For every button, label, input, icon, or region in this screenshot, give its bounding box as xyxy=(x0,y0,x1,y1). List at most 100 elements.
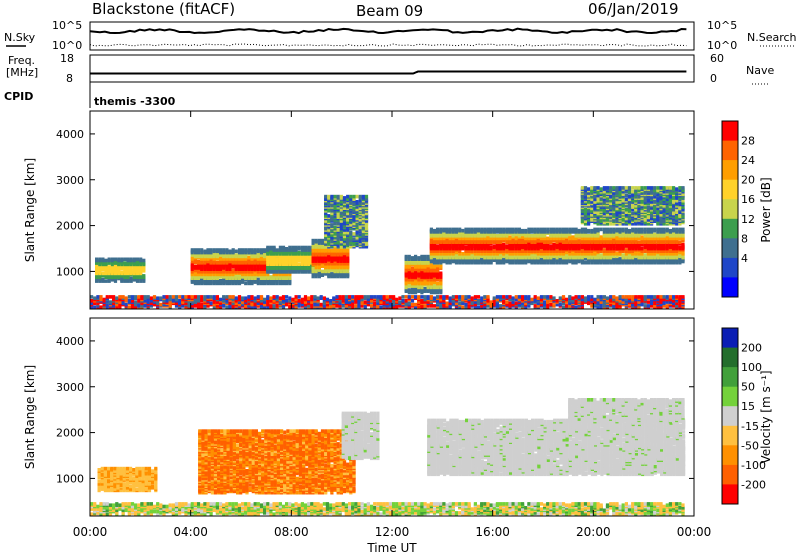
power-cell xyxy=(253,266,257,270)
power-cell xyxy=(426,295,430,299)
power-cell xyxy=(132,257,136,262)
power-cell xyxy=(219,301,223,306)
power-cell xyxy=(181,295,185,299)
power-cell xyxy=(256,266,260,270)
power-cell xyxy=(212,299,216,303)
power-cell xyxy=(272,295,276,299)
power-cell xyxy=(178,295,182,299)
power-cell xyxy=(489,300,493,304)
power-cell xyxy=(580,301,584,306)
power-cell xyxy=(278,259,282,264)
power-cell xyxy=(104,261,108,265)
power-cell xyxy=(300,300,304,304)
power-region-1 xyxy=(95,257,146,283)
power-cell xyxy=(514,295,518,299)
power-cell xyxy=(587,295,591,299)
power-cell xyxy=(291,245,295,250)
power-cell xyxy=(310,305,314,309)
power-cell xyxy=(339,232,343,236)
power-cell xyxy=(121,301,125,306)
power-cell xyxy=(127,295,131,299)
power-cell xyxy=(561,305,566,309)
power-cell xyxy=(285,247,289,251)
power-cell xyxy=(272,254,276,259)
power-cell xyxy=(237,295,242,299)
power-cell xyxy=(461,252,465,256)
power-cell xyxy=(247,255,251,260)
power-region-0 xyxy=(90,295,685,309)
power-cell xyxy=(580,297,584,302)
power-cell xyxy=(333,220,337,225)
power-cell xyxy=(317,270,321,275)
power-cell xyxy=(234,296,238,300)
power-cell xyxy=(200,295,204,299)
power-cell xyxy=(333,225,337,230)
power-cell xyxy=(288,266,292,270)
power-cell xyxy=(197,248,201,252)
power-cell xyxy=(127,299,131,303)
power-cell xyxy=(330,239,334,244)
power-cell xyxy=(105,295,109,299)
cpid-label: CPID xyxy=(4,90,33,103)
power-cell xyxy=(590,297,594,302)
power-cell xyxy=(269,249,273,254)
power-cell xyxy=(662,295,666,299)
power-cell xyxy=(442,227,446,232)
power-cell xyxy=(634,295,638,299)
power-cell xyxy=(627,302,632,307)
power-cell xyxy=(502,295,506,299)
power-cell xyxy=(95,266,99,270)
power-cell xyxy=(139,257,143,262)
power-cell xyxy=(115,302,119,307)
power-cell xyxy=(113,260,118,264)
power-cell xyxy=(132,274,136,278)
power-cell xyxy=(244,296,248,300)
power-cell xyxy=(344,299,348,303)
power-cell xyxy=(300,245,304,250)
power-cell xyxy=(338,295,342,299)
power-cell xyxy=(168,297,172,302)
power-cell xyxy=(263,297,267,302)
power-cell xyxy=(234,257,238,261)
power-cell xyxy=(269,296,273,300)
power-cell xyxy=(407,295,411,299)
power-cell xyxy=(112,295,116,299)
power-cell xyxy=(263,263,267,268)
power-cell xyxy=(624,295,628,299)
power-cell xyxy=(637,300,641,304)
power-cell xyxy=(222,277,226,282)
power-cell xyxy=(316,302,320,307)
power-cell xyxy=(178,299,182,303)
power-cell xyxy=(451,227,455,232)
power-cell xyxy=(135,257,140,262)
power-cell xyxy=(417,295,421,299)
power-cell xyxy=(256,277,260,282)
power-cell xyxy=(314,265,318,270)
power-cell xyxy=(536,227,540,232)
power-cell xyxy=(123,275,127,279)
power-cell xyxy=(142,258,146,263)
power-cell xyxy=(476,227,481,232)
power-cell xyxy=(237,297,242,302)
power-cell xyxy=(250,248,254,252)
nsearch-trace xyxy=(89,43,687,47)
power-cell xyxy=(376,295,380,299)
power-cell xyxy=(330,211,334,216)
power-cell xyxy=(499,304,503,308)
power-cell xyxy=(324,233,328,237)
power-cell xyxy=(241,300,245,304)
power-cell xyxy=(382,295,386,299)
power-cell xyxy=(332,296,336,300)
power-cell xyxy=(627,299,632,303)
power-cell xyxy=(234,273,238,278)
power-cell xyxy=(445,301,449,306)
power-cell xyxy=(294,250,298,255)
power-cell xyxy=(590,304,594,308)
power-cell xyxy=(303,302,308,307)
power-cell xyxy=(650,304,654,308)
power-cell xyxy=(241,248,245,252)
power-cell xyxy=(96,295,100,299)
power-cell xyxy=(486,304,490,308)
power-cell xyxy=(320,238,325,243)
power-cell xyxy=(454,227,459,232)
